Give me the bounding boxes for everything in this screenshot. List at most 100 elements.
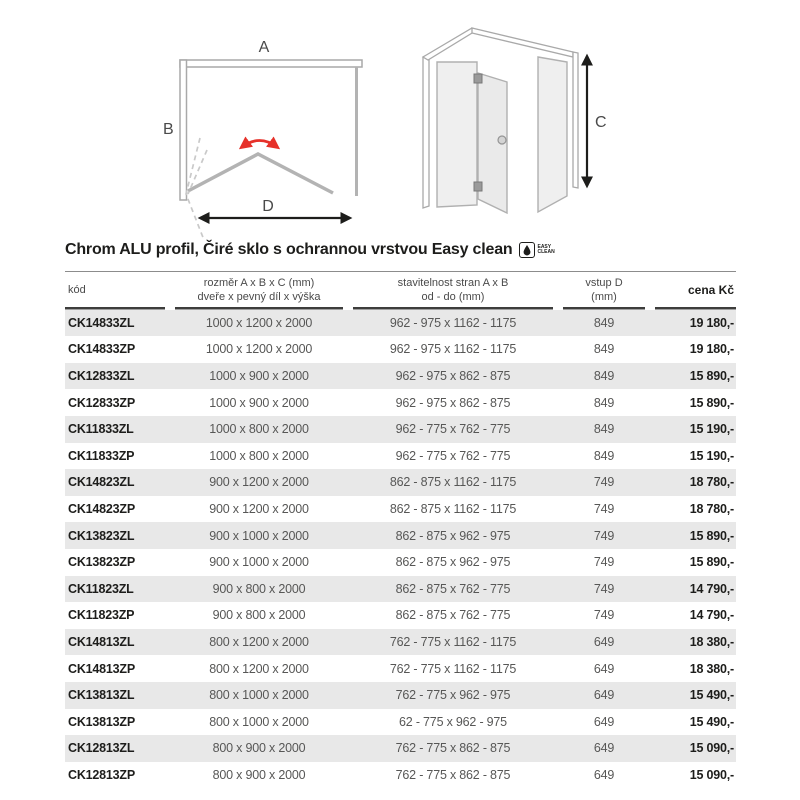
cell-rozmer: 800 x 1000 x 2000 [209, 714, 309, 729]
cell-stavitelnost: 962 - 775 x 762 - 775 [395, 448, 511, 463]
dim-label-d: D [262, 198, 274, 215]
cell-kod: CK12813ZP [68, 767, 135, 782]
wall-profile-left [179, 59, 188, 201]
column-header-rozmer: rozměr A x B x C (mm) dveře x pevný díl … [170, 270, 348, 310]
folding-door-glass [477, 72, 508, 215]
cell-vstup: 849 [593, 448, 615, 463]
cell-stavitelnost: 862 - 875 x 962 - 975 [395, 528, 511, 543]
column-header-stavitelnost: stavitelnost stran A x B od - do (mm) [348, 270, 558, 310]
dim-label-b: B [163, 121, 174, 138]
cell-rozmer: 900 x 1200 x 2000 [209, 475, 309, 490]
cell-stavitelnost: 62 - 775 x 962 - 975 [399, 714, 507, 729]
cell-cena: 18 380,- [689, 635, 734, 650]
cell-cena: 15 490,- [689, 688, 734, 703]
cell-stavitelnost: 862 - 875 x 962 - 975 [395, 555, 511, 570]
cell-vstup: 849 [593, 369, 615, 384]
cell-rozmer: 900 x 800 x 2000 [212, 581, 306, 596]
cell-kod: CK13813ZP [68, 714, 135, 729]
cell-vstup: 749 [593, 555, 615, 570]
table-row: CK11833ZP 1000 x 800 x 2000 962 - 775 x 76… [65, 443, 736, 470]
cell-cena: 15 890,- [689, 369, 734, 384]
easy-clean-badge: EASY CLEAN [519, 242, 555, 258]
table-row: CK13813ZL 800 x 1000 x 2000 762 - 775 x 96… [65, 681, 736, 709]
cell-rozmer: 800 x 900 x 2000 [212, 741, 306, 756]
cell-kod: CK11823ZP [68, 608, 135, 623]
cell-vstup: 849 [593, 315, 615, 330]
price-table: kód rozměr A x B x C (mm) dveře x pevný … [65, 270, 736, 789]
cell-vstup: 649 [593, 688, 615, 703]
cell-vstup: 849 [593, 422, 615, 437]
cell-cena: 15 490,- [689, 714, 734, 729]
door-swing-dashed [185, 137, 205, 240]
cell-cena: 19 180,- [689, 342, 734, 357]
cell-rozmer: 800 x 1200 x 2000 [209, 661, 309, 676]
cell-vstup: 749 [593, 581, 615, 596]
top-view-diagram: A B D [163, 39, 363, 240]
cell-stavitelnost: 862 - 875 x 762 - 775 [395, 581, 511, 596]
easy-clean-label: EASY CLEAN [537, 243, 555, 255]
cell-vstup: 649 [593, 714, 615, 729]
table-row: CK13823ZP 900 x 1000 x 2000 862 - 875 x 96… [65, 549, 736, 576]
cell-kod: CK14833ZP [68, 342, 135, 357]
column-header-cena: cena Kč [650, 270, 736, 310]
wall-profile-left-3d [422, 52, 430, 209]
cell-cena: 15 190,- [689, 448, 734, 463]
cell-cena: 14 790,- [689, 608, 734, 623]
table-row: CK12813ZP 800 x 900 x 2000 762 - 775 x 862… [65, 762, 736, 789]
fixed-panel-left-glass [436, 61, 478, 208]
cell-kod: CK12833ZL [68, 369, 135, 384]
cell-stavitelnost: 862 - 875 x 1162 - 1175 [389, 502, 517, 517]
cell-stavitelnost: 862 - 875 x 762 - 775 [395, 608, 511, 623]
cell-vstup: 749 [593, 528, 615, 543]
cell-cena: 15 890,- [689, 555, 734, 570]
table-row: CK11823ZL 900 x 800 x 2000 862 - 875 x 762… [65, 575, 736, 603]
table-row: CK11833ZL 1000 x 800 x 2000 962 - 775 x 76… [65, 415, 736, 443]
cell-stavitelnost: 962 - 975 x 1162 - 1175 [389, 315, 517, 330]
cell-rozmer: 800 x 900 x 2000 [212, 767, 306, 782]
cell-vstup: 749 [593, 608, 615, 623]
cell-stavitelnost: 862 - 875 x 1162 - 1175 [389, 475, 517, 490]
cell-rozmer: 1000 x 900 x 2000 [209, 395, 309, 410]
cell-rozmer: 1000 x 800 x 2000 [209, 422, 309, 437]
cell-vstup: 649 [593, 661, 615, 676]
wall-profile-right-3d [572, 51, 579, 189]
cell-stavitelnost: 762 - 775 x 1162 - 1175 [389, 661, 517, 676]
cell-vstup: 649 [593, 767, 615, 782]
cell-cena: 15 890,- [689, 395, 734, 410]
cell-stavitelnost: 762 - 775 x 862 - 875 [395, 767, 511, 782]
cell-rozmer: 1000 x 800 x 2000 [209, 448, 309, 463]
dim-label-c: C [595, 114, 607, 131]
cell-vstup: 849 [593, 342, 615, 357]
price-table-header: kód rozměr A x B x C (mm) dveře x pevný … [65, 270, 736, 310]
cell-rozmer: 800 x 1200 x 2000 [209, 635, 309, 650]
table-row: CK14813ZL 800 x 1200 x 2000 762 - 775 x 11… [65, 628, 736, 656]
table-row: CK14823ZP 900 x 1200 x 2000 862 - 875 x 11… [65, 496, 736, 523]
cell-kod: CK13823ZP [68, 555, 135, 570]
cell-kod: CK12813ZL [68, 741, 135, 756]
table-row: CK14833ZL 1000 x 1200 x 2000 962 - 975 x 1… [65, 309, 736, 337]
cell-kod: CK13813ZL [68, 688, 135, 703]
cell-rozmer: 1000 x 900 x 2000 [209, 369, 309, 384]
cell-stavitelnost: 962 - 775 x 762 - 775 [395, 422, 511, 437]
cell-kod: CK11823ZL [68, 581, 134, 596]
cell-kod: CK14813ZP [68, 661, 135, 676]
table-row: CK12833ZL 1000 x 900 x 2000 962 - 975 x 86… [65, 362, 736, 390]
wall-edge-back-left [421, 27, 479, 61]
cell-cena: 18 780,- [689, 502, 734, 517]
table-row: CK14833ZP 1000 x 1200 x 2000 962 - 975 x 1… [65, 336, 736, 363]
hinge-icon-top [473, 73, 483, 84]
cell-stavitelnost: 762 - 775 x 962 - 975 [395, 688, 511, 703]
cell-stavitelnost: 962 - 975 x 862 - 875 [395, 369, 511, 384]
cell-rozmer: 900 x 800 x 2000 [212, 608, 306, 623]
table-row: CK11823ZP 900 x 800 x 2000 862 - 875 x 762… [65, 602, 736, 629]
cell-vstup: 849 [593, 395, 615, 410]
wall-edge-back-right [471, 27, 574, 58]
cell-rozmer: 1000 x 1200 x 2000 [205, 315, 313, 330]
cell-rozmer: 900 x 1200 x 2000 [209, 502, 309, 517]
column-header-vstup: vstup D (mm) [558, 270, 650, 310]
cell-vstup: 749 [593, 475, 615, 490]
cell-cena: 19 180,- [689, 315, 734, 330]
table-row: CK13813ZP 800 x 1000 x 2000 62 - 775 x 962… [65, 709, 736, 736]
cell-cena: 18 780,- [689, 475, 734, 490]
